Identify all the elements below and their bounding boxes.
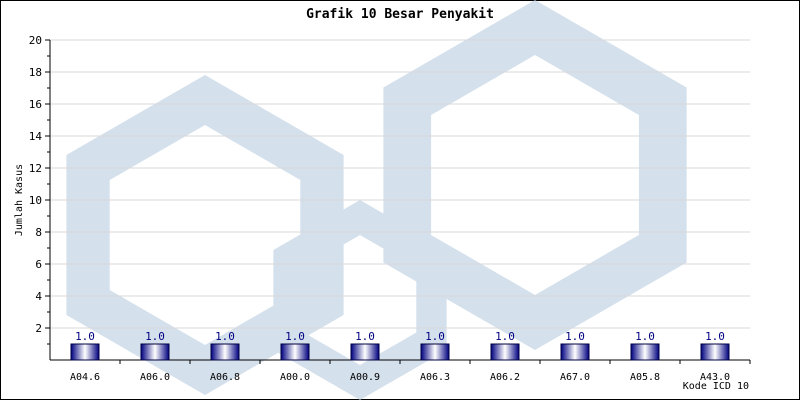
x-tick-label: A06.0 xyxy=(140,372,170,383)
bar-A06.0 xyxy=(140,343,170,361)
bars xyxy=(70,343,730,361)
x-tick-label: A06.8 xyxy=(210,372,240,383)
value-label: 1.0 xyxy=(565,330,585,343)
y-tick-labels: 2 4 6 8 10 12 14 16 18 20 xyxy=(29,34,43,335)
bar-A06.2 xyxy=(490,343,520,361)
value-label: 1.0 xyxy=(75,330,95,343)
y-tick-label: 8 xyxy=(35,226,42,239)
bar-A04.6 xyxy=(70,343,100,361)
x-tick-label: A00.0 xyxy=(280,372,310,383)
bar-A67.0 xyxy=(560,343,590,361)
y-tick-label: 20 xyxy=(29,34,42,47)
y-tick-label: 2 xyxy=(35,322,42,335)
value-label: 1.0 xyxy=(215,330,235,343)
value-label: 1.0 xyxy=(285,330,305,343)
y-tick-label: 14 xyxy=(29,130,43,143)
bar-A05.8 xyxy=(630,343,660,361)
y-tick-label: 6 xyxy=(35,258,42,271)
gridlines xyxy=(50,39,750,329)
x-tick-label: A05.8 xyxy=(630,372,660,383)
x-tick-label: A06.3 xyxy=(420,372,450,383)
y-axis-label: Jumlah Kasus xyxy=(14,164,25,236)
value-label: 1.0 xyxy=(145,330,165,343)
value-labels: 1.0 1.0 1.0 1.0 1.0 1.0 1.0 1.0 1.0 1.0 xyxy=(75,330,725,343)
bar-A43.0 xyxy=(700,343,730,361)
value-label: 1.0 xyxy=(495,330,515,343)
bar-A00.0 xyxy=(280,343,310,361)
chart-title: Grafik 10 Besar Penyakit xyxy=(306,7,494,22)
x-tick-label: A00.9 xyxy=(350,372,380,383)
y-tick-label: 10 xyxy=(29,194,42,207)
y-tick-label: 12 xyxy=(29,162,42,175)
bar-A06.8 xyxy=(210,343,240,361)
value-label: 1.0 xyxy=(635,330,655,343)
value-label: 1.0 xyxy=(705,330,725,343)
watermark-hex-right xyxy=(383,0,687,350)
watermark-logo xyxy=(66,0,687,400)
x-tick-labels: A04.6 A06.0 A06.8 A00.0 A00.9 A06.3 A06.2 A67.0… xyxy=(70,372,730,383)
x-axis-label: Kode ICD 10 xyxy=(683,381,749,392)
value-label: 1.0 xyxy=(355,330,375,343)
x-tick-label: A67.0 xyxy=(560,372,590,383)
bar-A06.3 xyxy=(420,343,450,361)
watermark-hex-center xyxy=(273,200,447,400)
x-tick-label: A06.2 xyxy=(490,372,520,383)
y-tick-label: 18 xyxy=(29,66,42,79)
y-tick-label: 4 xyxy=(35,290,42,303)
x-tick-label: A43.0 xyxy=(700,372,730,383)
bar-A00.9 xyxy=(350,343,380,361)
value-label: 1.0 xyxy=(425,330,445,343)
x-tick-label: A04.6 xyxy=(70,372,100,383)
y-tick-label: 16 xyxy=(29,98,42,111)
